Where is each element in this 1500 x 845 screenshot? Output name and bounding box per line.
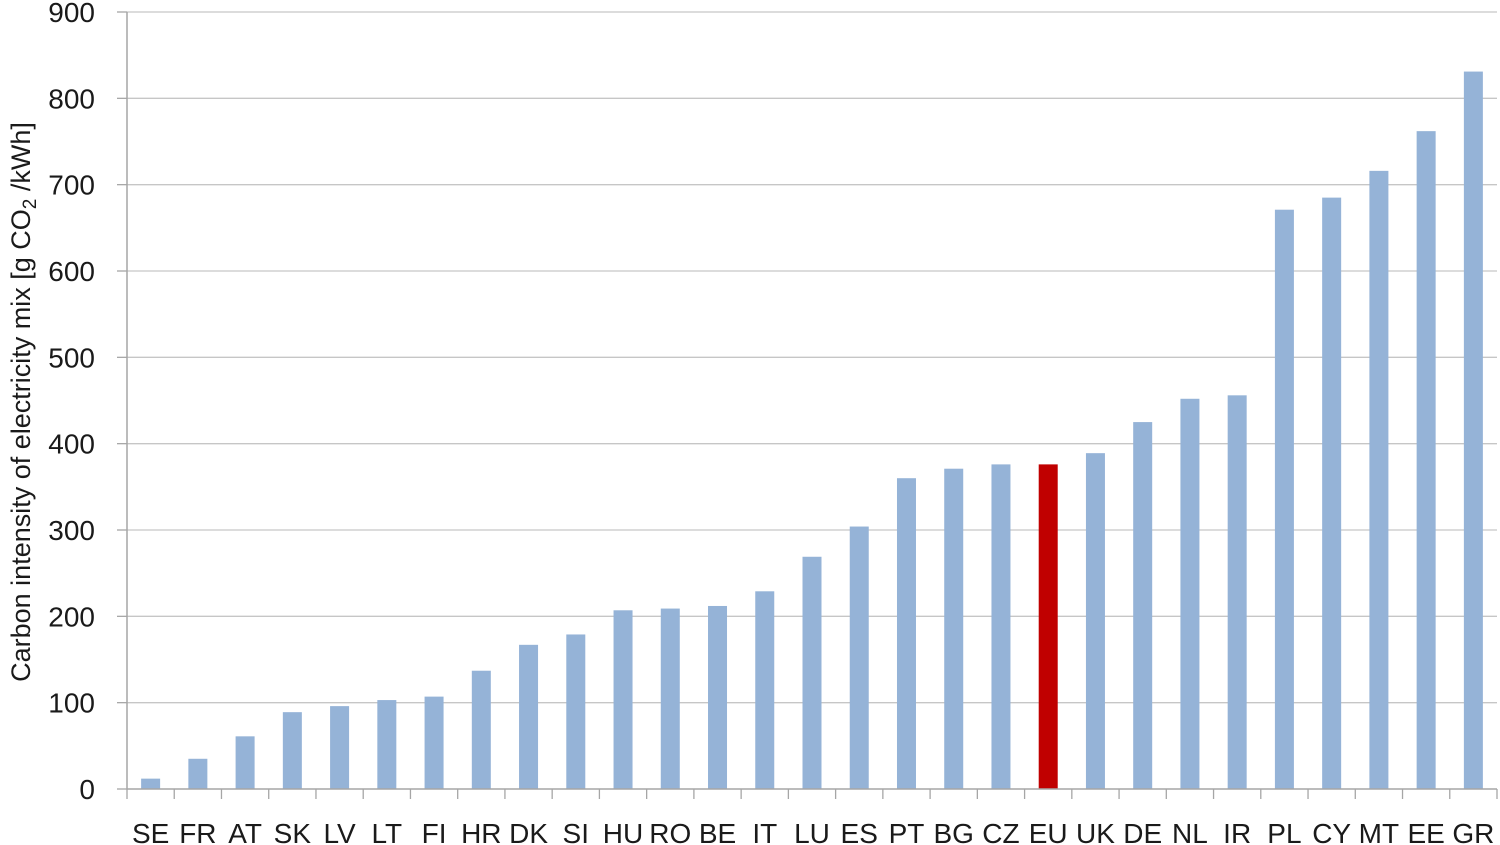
bar-fi: [424, 696, 444, 789]
bar-be: [708, 605, 728, 789]
bar-eu: [1038, 464, 1058, 789]
bar-ro: [660, 608, 680, 789]
x-tick-label: HR: [461, 818, 501, 845]
x-tick-label: ES: [841, 818, 878, 845]
bars: [141, 71, 1483, 789]
x-tick-label: PL: [1267, 818, 1301, 845]
bar-dk: [519, 644, 539, 789]
bar-es: [849, 526, 869, 789]
x-tick-label: EU: [1029, 818, 1068, 845]
bar-fr: [188, 758, 208, 789]
x-tick-label: SE: [132, 818, 169, 845]
x-tick-label: FR: [179, 818, 216, 845]
y-tick-label: 400: [48, 429, 95, 460]
bar-mt: [1369, 170, 1389, 789]
gridlines: [127, 11, 1497, 704]
bar-hu: [613, 610, 633, 789]
x-tick-label: LT: [372, 818, 403, 845]
x-tick-label: IR: [1223, 818, 1251, 845]
bar-cy: [1322, 197, 1342, 789]
bar-ee: [1416, 131, 1436, 789]
bar-si: [566, 634, 586, 789]
x-tick-label: BG: [933, 818, 973, 845]
x-tick-label: BE: [699, 818, 736, 845]
y-tick-label: 200: [48, 601, 95, 632]
x-tick-label: HU: [603, 818, 643, 845]
bar-hr: [471, 670, 491, 789]
bar-it: [755, 591, 775, 789]
x-tick-label: GR: [1452, 818, 1494, 845]
axes: [126, 12, 1498, 799]
bar-lt: [377, 700, 397, 789]
x-tick-label: DK: [509, 818, 548, 845]
y-tick-label: 300: [48, 515, 95, 546]
x-tick-label: MT: [1359, 818, 1399, 845]
y-axis-title: Carbon intensity of electricity mix [g C…: [6, 122, 41, 682]
x-tick-label: FI: [422, 818, 447, 845]
bar-se: [141, 778, 161, 789]
y-tick-label: 900: [48, 0, 95, 28]
bar-gr: [1463, 71, 1483, 789]
bar-bg: [944, 468, 964, 789]
x-category-labels: SE FR AT SK LV LT FI HR DK SI HU RO BE IT LU ES PT BG CZ EU…: [132, 818, 1494, 845]
x-tick-label: UK: [1076, 818, 1115, 845]
bar-lu: [802, 556, 822, 789]
y-tick-label: 100: [48, 688, 95, 719]
bar-de: [1133, 422, 1153, 789]
x-tick-label: CZ: [982, 818, 1019, 845]
bar-nl: [1180, 398, 1200, 789]
x-tick-label: AT: [228, 818, 262, 845]
bar-at: [235, 736, 255, 789]
y-tick-label: 600: [48, 256, 95, 287]
x-tick-label: LV: [324, 818, 356, 845]
x-tick-label: CY: [1312, 818, 1351, 845]
x-tick-label: LU: [794, 818, 830, 845]
bar-ir: [1227, 395, 1247, 789]
bar-lv: [330, 706, 350, 789]
x-tick-label: PT: [889, 818, 925, 845]
x-tick-label: EE: [1407, 818, 1444, 845]
x-tick-label: DE: [1123, 818, 1162, 845]
bar-sk: [282, 712, 302, 789]
x-tick-label: NL: [1172, 818, 1208, 845]
x-tick-label: RO: [649, 818, 691, 845]
bar-pt: [896, 478, 916, 789]
y-tick-label: 700: [48, 170, 95, 201]
x-tick-label: IT: [752, 818, 777, 845]
y-tick-label: 0: [79, 774, 95, 805]
bar-pl: [1274, 209, 1294, 789]
bar-uk: [1085, 453, 1105, 789]
x-tick-label: SK: [274, 818, 312, 845]
x-tick-label: SI: [563, 818, 589, 845]
bar-cz: [991, 464, 1011, 789]
y-tick-label: 500: [48, 342, 95, 373]
y-tick-label: 800: [48, 83, 95, 114]
y-tick-labels: 0 100 200 300 400 500 600 700 800 900: [48, 0, 127, 805]
